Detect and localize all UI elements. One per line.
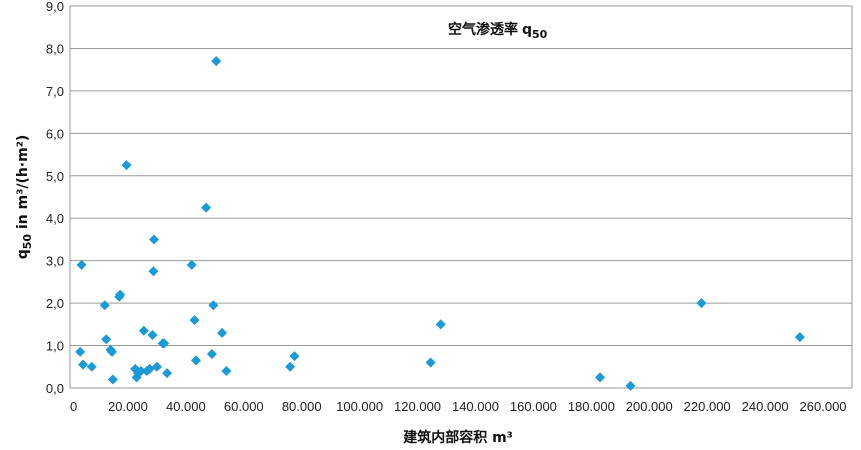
data-point [115, 289, 126, 300]
x-tick-label: 140.000 [452, 399, 499, 414]
data-point [201, 202, 212, 213]
x-tick-label: 180.000 [568, 399, 615, 414]
data-point [76, 259, 87, 270]
x-tick-label: 220.000 [684, 399, 731, 414]
data-point [138, 325, 149, 336]
x-tick-label: 60.000 [224, 399, 264, 414]
data-point [162, 368, 173, 379]
data-point [135, 366, 146, 377]
data-point [208, 300, 219, 311]
y-tick-label: 7,0 [46, 84, 64, 99]
data-point [106, 346, 117, 357]
y-tick-label: 1,0 [46, 339, 64, 354]
data-point [595, 372, 606, 383]
data-point [285, 361, 296, 372]
data-point [435, 319, 446, 330]
grid-lines [70, 47, 852, 347]
x-tick-label: 240.000 [742, 399, 789, 414]
x-tick-label: 80.000 [282, 399, 322, 414]
data-point [206, 349, 217, 360]
y-tick-label: 2,0 [46, 296, 64, 311]
data-point [148, 266, 159, 277]
y-axis-title: q50 in m³/(h·m²) [15, 135, 34, 260]
x-tick-label: 20.000 [108, 399, 148, 414]
data-point [78, 359, 89, 370]
data-point [190, 355, 201, 366]
y-axis-ticks: 0,0 1,0 2,0 3,0 4,0 5,0 6,0 7,0 8,0 9,0 [46, 0, 64, 396]
x-tick-label: 160.000 [510, 399, 557, 414]
data-point [794, 332, 805, 343]
data-point [147, 329, 158, 340]
y-tick-label: 4,0 [46, 211, 64, 226]
y-axis-title-units: in m³/(h·m²) [15, 135, 31, 234]
plot-area-frame [69, 5, 853, 389]
y-tick-label: 9,0 [46, 0, 64, 14]
data-point [189, 315, 200, 326]
data-point [221, 366, 232, 377]
data-point [75, 346, 86, 357]
chart-title-symbol: q [522, 22, 532, 38]
x-tick-label: 260.000 [800, 399, 847, 414]
x-tick-label: 100.000 [336, 399, 383, 414]
data-point [217, 327, 228, 338]
y-tick-label: 3,0 [46, 254, 64, 269]
x-tick-label: 120.000 [394, 399, 441, 414]
y-tick-label: 6,0 [46, 126, 64, 141]
y-tick-label: 8,0 [46, 41, 64, 56]
data-point [86, 361, 97, 372]
data-point [101, 334, 112, 345]
x-axis-title: 建筑内部容积 m³ [403, 429, 513, 446]
x-tick-label: 200.000 [626, 399, 673, 414]
y-axis-title-symbol: q [15, 249, 31, 259]
chart-title-text: 空气渗透率 [448, 21, 518, 38]
chart-title: 空气渗透率 q50 [448, 21, 548, 41]
x-tick-label: 40.000 [166, 399, 206, 414]
data-point [107, 374, 118, 385]
data-point [696, 298, 707, 309]
data-point [289, 351, 300, 362]
data-point [121, 160, 132, 171]
data-points [75, 56, 805, 391]
data-point [99, 300, 110, 311]
chart-title-subscript: 50 [532, 28, 548, 41]
x-tick-label: 0 [70, 399, 77, 414]
data-point [151, 361, 162, 372]
data-point [625, 380, 636, 391]
y-tick-label: 0,0 [46, 381, 64, 396]
data-point [148, 234, 159, 245]
y-axis-title-subscript: 50 [21, 234, 34, 250]
data-point [159, 338, 170, 349]
data-point [211, 56, 222, 67]
data-point [144, 363, 155, 374]
y-tick-label: 5,0 [46, 169, 64, 184]
x-axis-ticks: 0 20.000 40.000 60.000 80.000 100.000 120.000 1… [70, 399, 847, 414]
data-point [425, 357, 436, 368]
data-point [186, 259, 197, 270]
